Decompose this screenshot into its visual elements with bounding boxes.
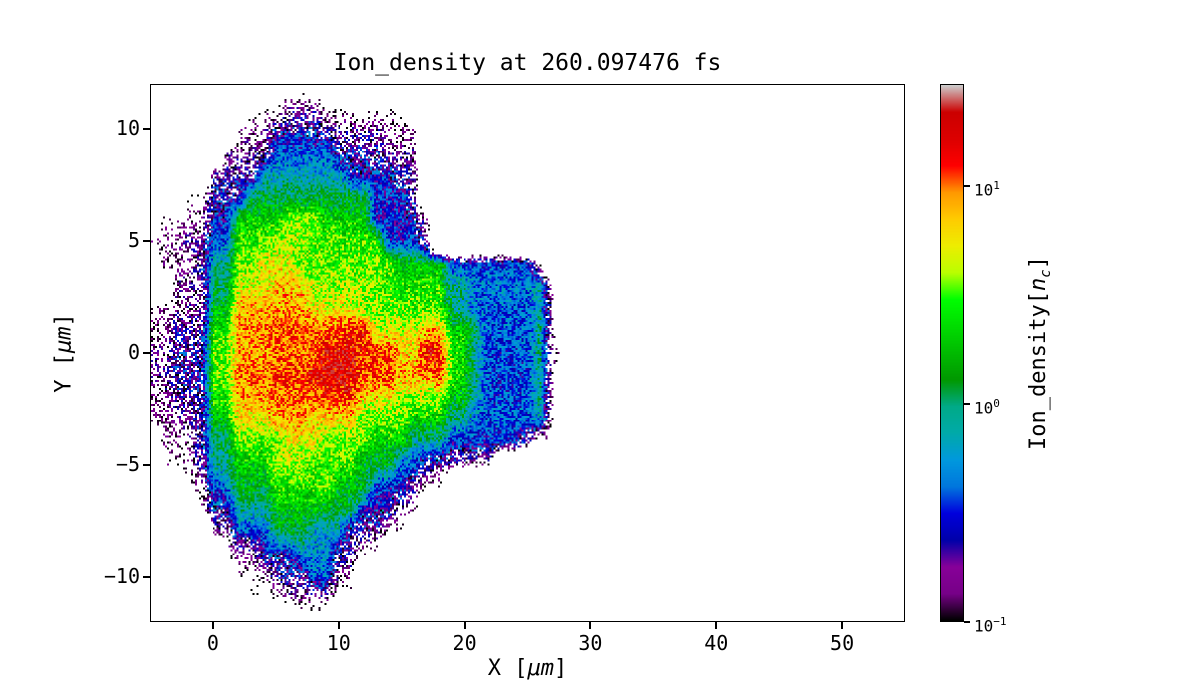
x-tick-mark	[589, 622, 592, 629]
y-axis-label-text: Y [	[51, 353, 77, 393]
x-tick-mark	[211, 622, 214, 629]
colorbar-tick-mark	[964, 185, 970, 188]
x-tick-label: 50	[830, 631, 855, 655]
y-tick-label: −5	[115, 452, 140, 477]
colorbar-tick-mark	[964, 403, 970, 406]
x-axis-label-text: X [	[487, 656, 528, 681]
heatmap-canvas	[151, 85, 904, 621]
y-tick-mark	[143, 352, 150, 354]
x-tick-label: 30	[578, 631, 603, 655]
x-axis-unit: μm	[527, 656, 555, 681]
x-axis-label: X [μm]	[487, 656, 568, 681]
y-axis-unit: μm	[51, 326, 77, 354]
x-tick-label: 10	[326, 631, 351, 655]
x-tick-mark	[337, 622, 340, 629]
colorbar-label-sub: c	[1038, 269, 1055, 278]
y-tick-mark	[143, 127, 150, 130]
colorbar-label-var: n	[1025, 277, 1051, 291]
y-tick-mark	[143, 239, 150, 242]
y-axis-label: Y [μm]	[51, 313, 77, 393]
y-tick-label: −10	[103, 564, 140, 589]
x-tick-mark	[841, 622, 844, 629]
colorbar	[940, 84, 964, 622]
colorbar-label: Ion_density[nc]	[1025, 256, 1055, 450]
plot-area	[150, 84, 905, 622]
colorbar-tick-label: 101	[974, 179, 1000, 200]
chart-title: Ion_density at 260.097476 fs	[333, 50, 722, 76]
x-tick-mark	[715, 622, 718, 629]
colorbar-tick-label: 10−1	[974, 615, 1007, 636]
x-tick-mark	[463, 622, 466, 629]
colorbar-tick-mark	[964, 621, 970, 623]
x-tick-label: 20	[452, 631, 477, 655]
y-tick-mark	[143, 464, 150, 467]
x-tick-label: 40	[704, 631, 729, 655]
y-tick-mark	[143, 576, 150, 579]
y-tick-label: 10	[115, 115, 140, 140]
colorbar-tick-label: 100	[974, 397, 1000, 418]
y-tick-label: 5	[127, 227, 140, 252]
x-tick-label: 0	[206, 631, 219, 655]
colorbar-canvas	[941, 85, 963, 621]
